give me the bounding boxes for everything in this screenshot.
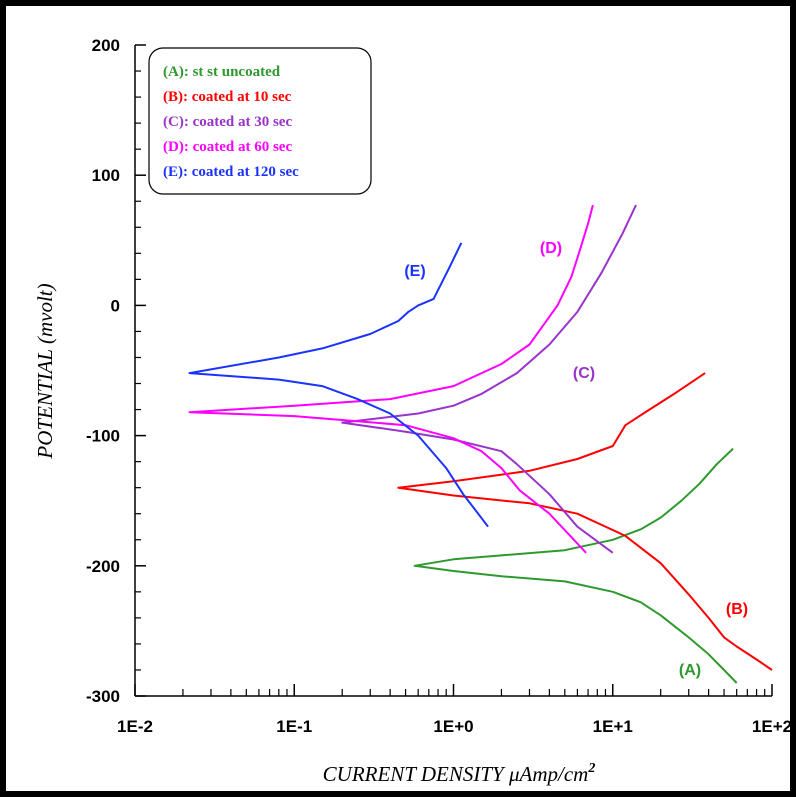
chart-frame: 200 100 0 -100 -200 -300 1E-2 1E-1 1E+0 1E+1 1E+2…	[6, 6, 790, 791]
curve-label-b: (B)	[726, 601, 748, 618]
y-tick-label: -200	[86, 557, 120, 576]
polarization-chart: 200 100 0 -100 -200 -300 1E-2 1E-1 1E+0 1E+1 1E+2…	[33, 36, 790, 786]
curve-label-e: (E)	[404, 263, 425, 280]
x-axis-label-main: CURRENT DENSITY μAmp/cm	[323, 762, 589, 786]
x-tick-label: 1E-2	[117, 717, 153, 736]
x-axis-label: CURRENT DENSITY μAmp/cm2	[323, 761, 596, 786]
series-line-e	[188, 242, 489, 528]
y-tick-label: -100	[86, 427, 120, 446]
y-tick-label: 100	[92, 166, 120, 185]
legend-box	[148, 47, 372, 195]
y-ticks: 200 100 0 -100 -200 -300	[86, 36, 146, 706]
y-tick-label: 200	[92, 36, 120, 55]
x-tick-label: 1E+2	[752, 717, 790, 736]
legend-entry-d: (D): coated at 60 sec	[163, 139, 292, 155]
x-tick-label: 1E+0	[433, 717, 473, 736]
legend-entry-c: (C): coated at 30 sec	[163, 114, 292, 130]
curve-label-d: (D)	[540, 240, 562, 257]
series-line-c	[341, 204, 637, 554]
curve-label-a: (A)	[679, 662, 701, 679]
curve-label-c: (C)	[573, 365, 595, 382]
x-ticks: 1E-2 1E-1 1E+0 1E+1 1E+2	[117, 684, 790, 736]
x-axis-label-superscript: 2	[587, 761, 595, 776]
x-tick-label: 1E+1	[593, 717, 633, 736]
curve-labels: (A) (B) (C) (D) (E)	[404, 240, 748, 679]
y-axis-label: POTENTIAL (mvolt)	[33, 283, 57, 459]
legend-entry-a: (A): st st uncoated	[163, 64, 281, 80]
legend-entry-b: (B): coated at 10 sec	[163, 89, 292, 105]
series-line-a	[413, 447, 738, 684]
x-tick-label: 1E-1	[276, 717, 312, 736]
legend-entry-e: (E): coated at 120 sec	[163, 164, 299, 180]
series-lines	[188, 204, 773, 684]
series-line-b	[397, 372, 773, 671]
legend: (A): st st uncoated (B): coated at 10 sec…	[148, 47, 372, 195]
series-line-d	[188, 204, 594, 554]
y-tick-label: -300	[86, 687, 120, 706]
y-tick-label: 0	[111, 296, 120, 315]
